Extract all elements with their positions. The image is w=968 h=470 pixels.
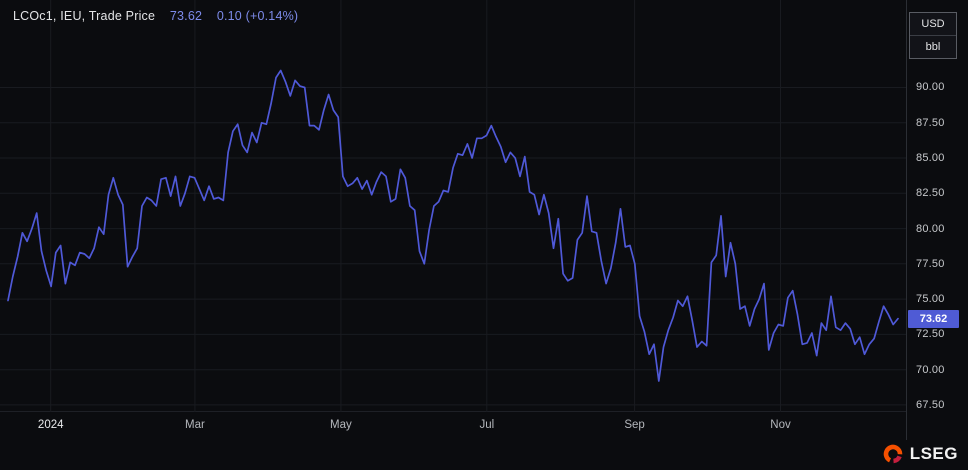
lseg-logo-icon: [883, 444, 903, 464]
y-axis-label: 75.00: [916, 293, 945, 306]
axis-separator: [906, 0, 907, 440]
y-axis-label: 77.50: [916, 257, 945, 270]
price-change-text: 0.10 (+0.14%): [216, 9, 299, 23]
x-axis-label: Jul: [479, 419, 495, 431]
unit-selector[interactable]: USD bbl: [909, 12, 957, 59]
y-axis-label: 80.00: [916, 222, 945, 235]
y-axis-label: 87.50: [916, 116, 945, 129]
x-axis: 2024 Mar May Jul Sep Nov: [0, 413, 906, 440]
y-axis-panel: USD bbl 90.00 87.50 85.00 82.50 80.00 77.50 75…: [907, 0, 968, 440]
y-axis-label: 70.00: [916, 363, 945, 376]
y-axis-label: 90.00: [916, 81, 945, 94]
lseg-logo-text: LSEG: [909, 444, 958, 463]
x-axis-label: 2024: [37, 419, 64, 431]
unit-label: bbl: [910, 35, 956, 58]
x-axis-label: Nov: [770, 419, 791, 431]
x-axis-label: Sep: [624, 419, 645, 431]
chart-header: LCOc1, IEU, Trade Price 73.62 0.10 (+0.1…: [13, 9, 298, 23]
lseg-logo: LSEG: [882, 443, 958, 465]
current-price-badge: 73.62: [908, 309, 959, 328]
last-price-text: 73.62: [169, 9, 203, 23]
x-axis-label: May: [329, 419, 352, 431]
price-line-chart[interactable]: [0, 0, 906, 412]
y-axis-label: 85.00: [916, 152, 945, 165]
y-axis-label: 67.50: [916, 398, 945, 411]
x-axis-label: Mar: [184, 419, 205, 431]
y-axis-label: 82.50: [916, 187, 945, 200]
price-line-svg: [0, 0, 906, 412]
y-axis-label: 72.50: [916, 328, 945, 341]
currency-label: USD: [921, 18, 945, 30]
instrument-title: LCOc1, IEU, Trade Price: [13, 9, 156, 23]
